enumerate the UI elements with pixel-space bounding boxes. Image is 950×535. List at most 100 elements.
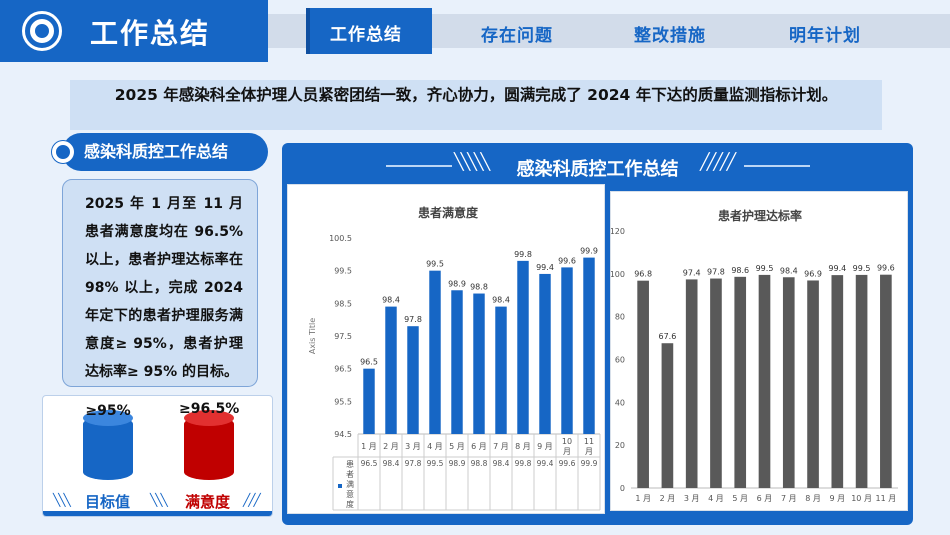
table-value: 98.9: [449, 459, 466, 468]
bar: [807, 280, 819, 488]
target-cylinder-top: [83, 410, 133, 426]
data-label: 99.4: [536, 263, 554, 272]
data-label: 99.8: [514, 250, 532, 259]
x-tick-label: 1 月: [361, 442, 377, 451]
nav-active-indicator: [306, 8, 432, 54]
data-label: 99.5: [853, 264, 871, 273]
targets-bottom-bar: [43, 511, 272, 516]
bar: [782, 277, 795, 488]
data-label: 99.4: [828, 264, 846, 273]
section-text: 2025 年 1 月至 11 月患者满意度均在 96.5% 以上，患者护理达标率…: [62, 179, 258, 387]
satisfaction-chart-card: 患者满意度 Axis Title 94.5 95.5 96.5 97.5 98.5 99.5 1…: [287, 184, 605, 514]
bar: [685, 279, 698, 488]
series-name-char: 者: [346, 470, 354, 479]
data-label: 96.9: [804, 269, 822, 278]
bar: [661, 343, 674, 488]
chart-title: 患者满意度: [418, 205, 479, 220]
section-title: 感染科质控工作总结: [62, 133, 268, 171]
data-label: 67.6: [659, 332, 677, 341]
satisfaction-cylinder-icon: [184, 416, 234, 480]
chart-title: 患者护理达标率: [718, 208, 802, 223]
data-label: 99.5: [756, 264, 774, 273]
bar: [855, 274, 868, 488]
x-tick-label: 11 月: [875, 494, 896, 503]
table-value: 98.8: [471, 459, 488, 468]
series-name-char: 满: [346, 479, 354, 489]
x-tick-label: 6 月: [471, 442, 487, 451]
bar: [583, 257, 595, 434]
tab-work-summary[interactable]: 工作总结: [330, 25, 402, 45]
bar: [880, 274, 892, 488]
x-tick-label: 5 月: [732, 494, 748, 503]
bar: [561, 267, 573, 434]
target-name: 目标值: [85, 493, 131, 511]
data-label: 96.8: [634, 270, 652, 279]
x-tick-label: 月: [563, 447, 571, 456]
x-tick-label: 7 月: [493, 442, 509, 451]
y-axis-label: Axis Title: [308, 318, 317, 354]
table-value: 97.8: [405, 459, 422, 468]
compliance-chart-card: 患者护理达标率 0 20 40 60 80 100 120 96.8 67.6 97.4 97.8 98…: [610, 191, 908, 511]
x-tick-label: 10: [562, 437, 572, 446]
decor-line: [744, 165, 810, 167]
compliance-chart: 患者护理达标率 0 20 40 60 80 100 120 96.8 67.6 97.4 97.8 98…: [610, 208, 898, 503]
data-label: 98.8: [470, 283, 488, 292]
bar: [451, 290, 463, 434]
decor-line: [386, 165, 452, 167]
x-tick-label: 10 月: [851, 494, 872, 503]
table-value: 99.8: [515, 459, 532, 468]
y-tick-label: 94.5: [334, 430, 352, 439]
bar: [637, 280, 649, 488]
series-name-char: 患: [346, 459, 354, 469]
satisfaction-cylinder-top: [184, 410, 234, 426]
x-tick-label: 8 月: [805, 494, 821, 503]
satisfaction-name: 满意度: [185, 493, 231, 511]
y-tick-label: 40: [615, 398, 625, 407]
table-value: 99.6: [559, 459, 576, 468]
bar: [734, 276, 747, 488]
data-label: 97.8: [707, 268, 725, 277]
bar: [407, 326, 419, 434]
tab-next-year-plan[interactable]: 明年计划: [789, 26, 861, 46]
tab-rectification-measures[interactable]: 整改措施: [634, 26, 706, 46]
x-tick-label: 4 月: [427, 442, 443, 451]
bar: [429, 270, 441, 434]
logo-ring-icon: [22, 11, 62, 51]
data-label: 98.6: [731, 266, 749, 275]
x-tick-label: 1 月: [635, 494, 651, 503]
y-tick-label: 60: [615, 356, 625, 365]
data-label: 99.6: [558, 256, 576, 265]
y-tick-label: 98.5: [334, 299, 352, 308]
y-tick-label: 96.5: [334, 365, 352, 374]
bar: [495, 306, 507, 434]
x-tick-label: 6 月: [757, 494, 773, 503]
x-tick-label: 3 月: [684, 494, 700, 503]
x-tick-label: 2 月: [383, 442, 399, 451]
bar: [831, 275, 844, 488]
x-tick-label: 11: [584, 437, 594, 446]
series-name-char: 度: [346, 499, 354, 509]
data-label: 97.4: [683, 268, 701, 277]
section-bullet-icon: [52, 141, 74, 163]
y-tick-label: 120: [611, 227, 625, 236]
series-name-char: 意: [346, 489, 354, 499]
logo-dot-icon: [30, 19, 54, 43]
bar: [758, 274, 771, 488]
table-value: 99.9: [581, 459, 598, 468]
decor-slash-icon: ╱╱╱╱╱: [700, 152, 736, 171]
decor-slash-icon: ╱╱╱: [243, 493, 261, 507]
x-tick-label: 9 月: [829, 494, 845, 503]
tab-existing-problems[interactable]: 存在问题: [481, 26, 553, 46]
targets-card: ≥95% ≥96.5% ╲╲╲ 目标值 ╲╲╲ 满意度 ╱╱╱: [42, 395, 273, 517]
y-tick-label: 80: [615, 313, 625, 322]
decor-slash-icon: ╲╲╲╲╲: [454, 152, 490, 171]
table-value: 99.5: [427, 459, 444, 468]
panel-title: 感染科质控工作总结: [516, 159, 679, 180]
target-value: ≥95%: [85, 403, 131, 419]
data-label: 98.4: [382, 296, 400, 305]
x-tick-label: 7 月: [781, 494, 797, 503]
data-label: 97.8: [404, 315, 422, 324]
summary-banner: 2025 年感染科全体护理人员紧密团结一致，齐心协力，圆满完成了 2024 年下…: [70, 80, 882, 130]
table-value: 98.4: [383, 459, 400, 468]
y-tick-label: 100: [611, 270, 625, 279]
